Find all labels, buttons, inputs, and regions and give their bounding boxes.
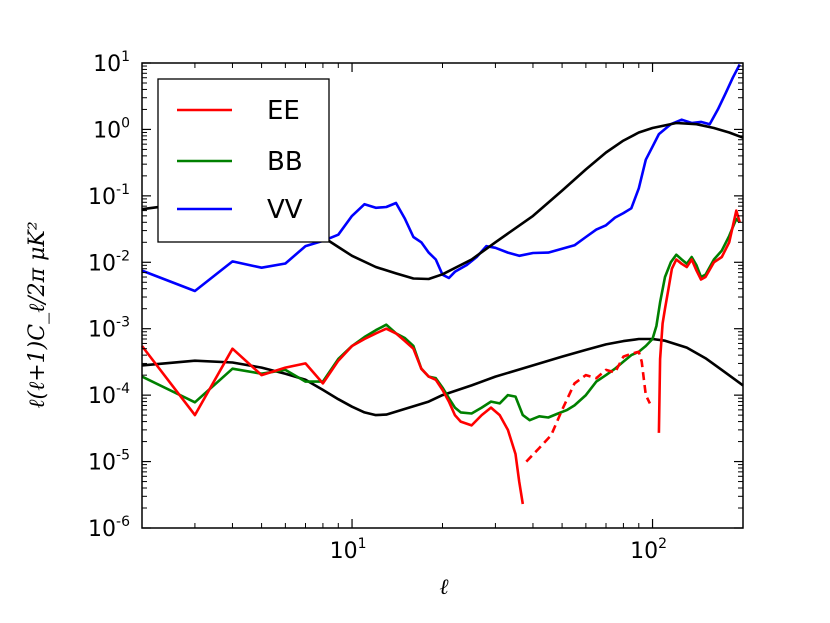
y-tick-label: 10-6 bbox=[88, 514, 130, 542]
legend-label-vv: VV bbox=[267, 195, 303, 225]
legend-label-bb: BB bbox=[267, 147, 303, 177]
y-tick-label: 10-2 bbox=[88, 248, 130, 276]
y-tick-label: 10-1 bbox=[88, 182, 130, 210]
x-tick-label: 101 bbox=[330, 536, 367, 564]
y-tick-label: 10-4 bbox=[88, 381, 130, 409]
series-line-ee-4 bbox=[140, 327, 525, 505]
legend: EE BB VV bbox=[157, 78, 330, 243]
x-axis-label: ℓ bbox=[439, 575, 449, 600]
y-tick-label: 101 bbox=[93, 49, 130, 77]
y-tick-label: 10-5 bbox=[88, 448, 130, 476]
y-axis-label: ℓ(ℓ+1)C_ℓ/2π μK² bbox=[25, 221, 50, 408]
legend-label-ee: EE bbox=[267, 96, 300, 126]
x-tick-label: 102 bbox=[630, 536, 667, 564]
series-line-reference-6 bbox=[657, 209, 741, 433]
y-tick-label: 100 bbox=[93, 115, 130, 143]
y-tick-label: 10-3 bbox=[88, 315, 130, 343]
series-line-reference-5 bbox=[525, 350, 652, 463]
series-line-bb-3 bbox=[141, 217, 741, 422]
legend-box bbox=[157, 78, 330, 243]
